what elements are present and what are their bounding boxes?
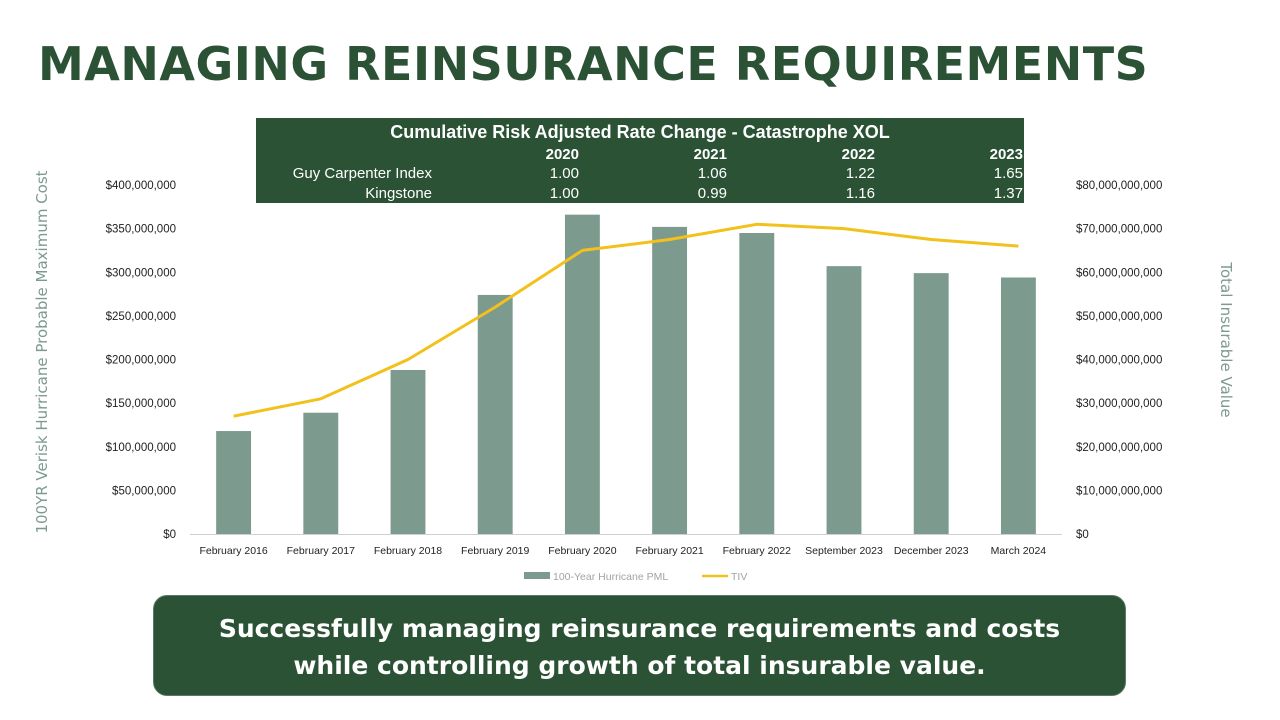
y-tick-label: $150,000,000 bbox=[106, 398, 176, 410]
x-tick-label: February 2021 bbox=[635, 545, 703, 557]
y-tick-label: $100,000,000 bbox=[106, 442, 176, 454]
table-year-header: 2023 bbox=[989, 145, 1023, 163]
x-tick-label: September 2023 bbox=[805, 545, 883, 557]
pml-bar bbox=[390, 369, 426, 534]
y-tick-label: $200,000,000 bbox=[106, 355, 176, 367]
y-tick-label: $250,000,000 bbox=[106, 311, 176, 323]
table-cell: 1.16 bbox=[845, 184, 875, 202]
pml-bar bbox=[739, 232, 775, 535]
table-year-header: 2021 bbox=[693, 145, 727, 163]
table-title: Cumulative Risk Adjusted Rate Change - C… bbox=[390, 122, 890, 143]
pml-bar bbox=[1000, 277, 1036, 534]
pml-bar bbox=[216, 431, 252, 534]
y-tick-label: $300,000,000 bbox=[106, 267, 176, 279]
x-tick-label: February 2019 bbox=[461, 545, 529, 557]
y-tick-label: $0 bbox=[163, 529, 176, 541]
pml-bar bbox=[913, 273, 949, 534]
y2-tick-label: $20,000,000,000 bbox=[1076, 442, 1162, 454]
table-cell: 1.00 bbox=[549, 165, 579, 183]
legend-label-tiv: TIV bbox=[731, 571, 747, 583]
y-tick-label: $400,000,000 bbox=[106, 180, 176, 192]
y-tick-label: $50,000,000 bbox=[112, 485, 176, 497]
y2-tick-label: $70,000,000,000 bbox=[1076, 224, 1162, 236]
pml-bar bbox=[652, 226, 688, 534]
x-tick-label: February 2018 bbox=[374, 545, 442, 557]
y2-tick-label: $50,000,000,000 bbox=[1076, 311, 1162, 323]
left-axis-ticks: $0 $50,000,000 $100,000,000 $150,000,000 $20… bbox=[106, 180, 176, 541]
x-tick-label: February 2022 bbox=[723, 545, 791, 557]
y2-tick-label: $60,000,000,000 bbox=[1076, 267, 1162, 279]
banner-line-2: while controlling growth of total insura… bbox=[293, 651, 986, 680]
legend: 100-Year Hurricane PML TIV bbox=[524, 571, 747, 583]
summary-banner: Successfully managing reinsurance requir… bbox=[153, 595, 1126, 696]
y2-tick-label: $80,000,000,000 bbox=[1076, 180, 1162, 192]
pml-bar bbox=[303, 412, 339, 534]
table-row-label: Guy Carpenter Index bbox=[292, 165, 432, 183]
pml-bars bbox=[216, 214, 1036, 535]
y-tick-label: $350,000,000 bbox=[106, 224, 176, 236]
x-tick-label: March 2024 bbox=[991, 545, 1047, 557]
x-tick-label: February 2017 bbox=[287, 545, 355, 557]
x-tick-label: February 2020 bbox=[548, 545, 616, 557]
table-cell: 1.00 bbox=[549, 184, 579, 202]
table-cell: 1.22 bbox=[845, 165, 875, 183]
tiv-line bbox=[233, 222, 1019, 418]
table-row: Guy Carpenter Index 1.00 1.06 1.22 1.65 bbox=[256, 164, 1024, 183]
table-cell: 1.65 bbox=[993, 165, 1023, 183]
pml-bar bbox=[826, 266, 862, 534]
table-year-header: 2022 bbox=[841, 145, 875, 163]
y2-tick-label: $0 bbox=[1076, 529, 1089, 541]
pml-bar bbox=[564, 214, 600, 535]
table-cell: 0.99 bbox=[697, 184, 727, 202]
table-row: Kingstone 1.00 0.99 1.16 1.37 bbox=[256, 184, 1024, 203]
tiv-line-layer bbox=[233, 222, 1019, 418]
x-tick-label: December 2023 bbox=[894, 545, 969, 557]
table-cell: 1.37 bbox=[993, 184, 1023, 202]
table-corner bbox=[256, 145, 432, 164]
right-axis-ticks: $0 $10,000,000,000 $20,000,000,000 $30,000,… bbox=[1076, 180, 1162, 541]
banner-line-1: Successfully managing reinsurance requir… bbox=[218, 614, 1061, 643]
x-tick-label: February 2016 bbox=[199, 545, 267, 557]
slide-title: MANAGING REINSURANCE REQUIREMENTS bbox=[38, 37, 1149, 91]
legend-label-pml: 100-Year Hurricane PML bbox=[553, 571, 668, 583]
y2-tick-label: $30,000,000,000 bbox=[1076, 398, 1162, 410]
y2-tick-label: $40,000,000,000 bbox=[1076, 355, 1162, 367]
table-cell: 1.06 bbox=[697, 165, 727, 183]
table-row-label: Kingstone bbox=[365, 184, 432, 202]
y2-tick-label: $10,000,000,000 bbox=[1076, 485, 1162, 497]
right-axis-title: Total Insurable Value bbox=[1217, 261, 1235, 417]
legend-swatch-pml bbox=[524, 572, 550, 579]
pml-bar bbox=[477, 294, 513, 534]
left-axis-title: 100YR Verisk Hurricane Probable Maximum … bbox=[33, 170, 51, 533]
x-axis-ticks: February 2016 February 2017 February 2018 F… bbox=[199, 545, 1046, 557]
rate-change-table: Cumulative Risk Adjusted Rate Change - C… bbox=[256, 118, 1024, 203]
table-year-header: 2020 bbox=[545, 145, 579, 163]
